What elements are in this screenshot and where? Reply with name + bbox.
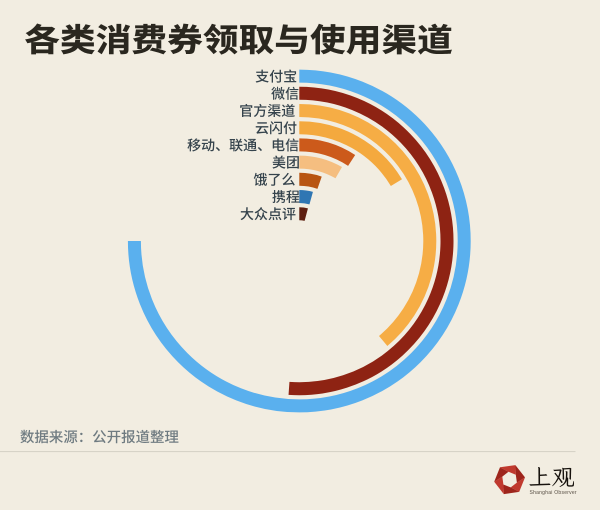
svg-text:Shanghai Observer: Shanghai Observer (530, 490, 577, 496)
